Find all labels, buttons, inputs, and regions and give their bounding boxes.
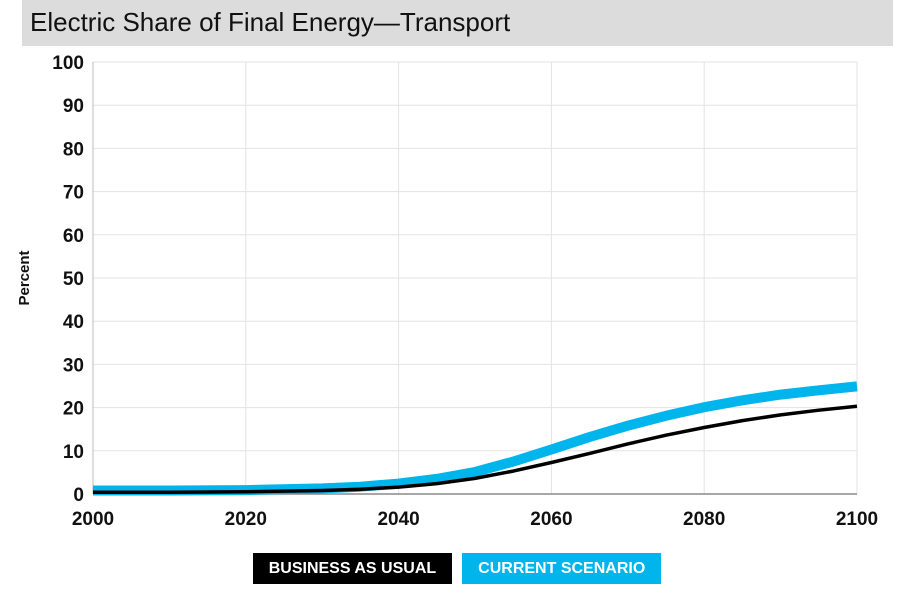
y-tick-label: 100 bbox=[52, 53, 84, 74]
y-tick-label: 0 bbox=[73, 485, 84, 506]
y-tick-label: 80 bbox=[63, 139, 84, 160]
title-bar: Electric Share of Final Energy—Transport bbox=[22, 0, 893, 46]
series-lines bbox=[93, 381, 858, 496]
chart-title: Electric Share of Final Energy—Transport bbox=[30, 7, 511, 37]
y-axis-label: Percent bbox=[16, 250, 33, 305]
y-tick-label: 20 bbox=[63, 399, 84, 420]
y-tick-label: 90 bbox=[63, 96, 84, 117]
series-line-current-scenario bbox=[93, 381, 858, 496]
y-tick-label: 30 bbox=[63, 355, 84, 376]
series-line-business-as-usual bbox=[93, 404, 858, 495]
y-tick-label: 70 bbox=[63, 183, 84, 204]
x-tick-label: 2020 bbox=[225, 509, 267, 530]
x-tick-label: 2040 bbox=[377, 509, 419, 530]
y-tick-label: 10 bbox=[63, 442, 84, 463]
legend: BUSINESS AS USUAL CURRENT SCENARIO bbox=[0, 553, 914, 584]
y-tick-label: 50 bbox=[63, 269, 84, 290]
tick-labels: 0 10 20 30 40 50 60 70 80 90 100 2000 2020 2040 2060 20… bbox=[52, 53, 878, 530]
legend-item-business-as-usual[interactable]: BUSINESS AS USUAL bbox=[252, 553, 453, 584]
x-tick-label: 2000 bbox=[72, 509, 114, 530]
y-tick-label: 40 bbox=[63, 312, 84, 333]
y-tick-label: 60 bbox=[63, 226, 84, 247]
x-tick-label: 2080 bbox=[683, 509, 725, 530]
x-tick-label: 2060 bbox=[530, 509, 572, 530]
legend-item-current-scenario[interactable]: CURRENT SCENARIO bbox=[462, 553, 662, 584]
grid bbox=[92, 61, 858, 495]
x-tick-label: 2100 bbox=[836, 509, 878, 530]
